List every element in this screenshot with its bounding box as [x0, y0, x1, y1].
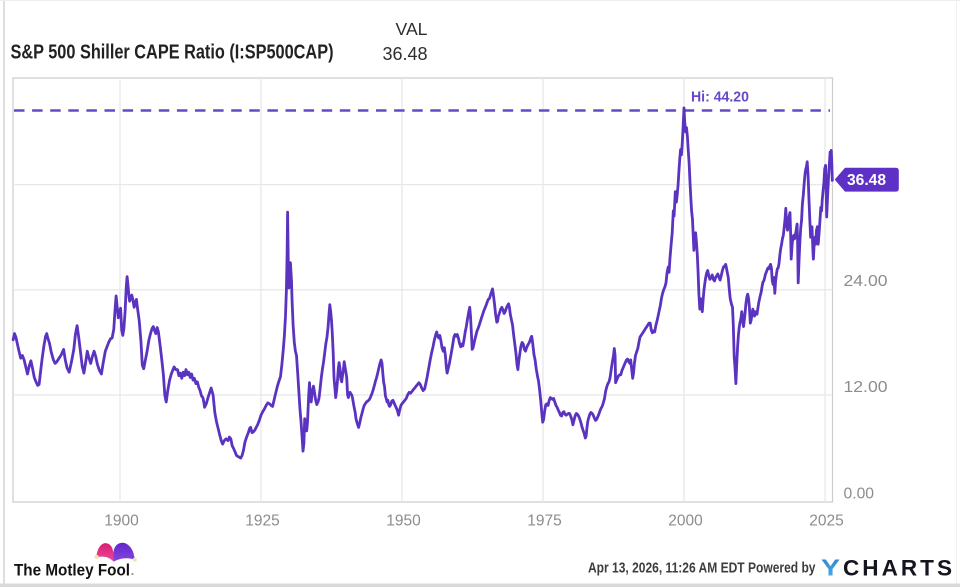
- svg-text:2025: 2025: [809, 513, 844, 530]
- svg-text:0.00: 0.00: [844, 486, 875, 503]
- svg-text:36.48: 36.48: [382, 44, 427, 64]
- svg-text:24.00: 24.00: [844, 273, 888, 290]
- svg-text:1950: 1950: [386, 513, 421, 530]
- svg-text:2000: 2000: [668, 513, 703, 530]
- svg-text:1925: 1925: [245, 513, 280, 530]
- svg-text:36.48: 36.48: [847, 172, 886, 189]
- svg-text:CHARTS: CHARTS: [843, 556, 955, 581]
- svg-text:1975: 1975: [527, 513, 562, 530]
- svg-text:1900: 1900: [104, 513, 139, 530]
- svg-text:Apr 13, 2026, 11:26 AM EDT Pow: Apr 13, 2026, 11:26 AM EDT Powered by: [588, 560, 816, 577]
- svg-text:VAL: VAL: [396, 19, 428, 39]
- svg-text:Hi: 44.20: Hi: 44.20: [691, 90, 749, 106]
- svg-text:The Motley Fool: The Motley Fool: [14, 562, 130, 580]
- svg-text:S&P 500 Shiller CAPE Ratio (I:: S&P 500 Shiller CAPE Ratio (I:SP500CAP): [11, 42, 334, 64]
- svg-text:Y: Y: [821, 555, 840, 581]
- svg-text:12.00: 12.00: [844, 379, 888, 396]
